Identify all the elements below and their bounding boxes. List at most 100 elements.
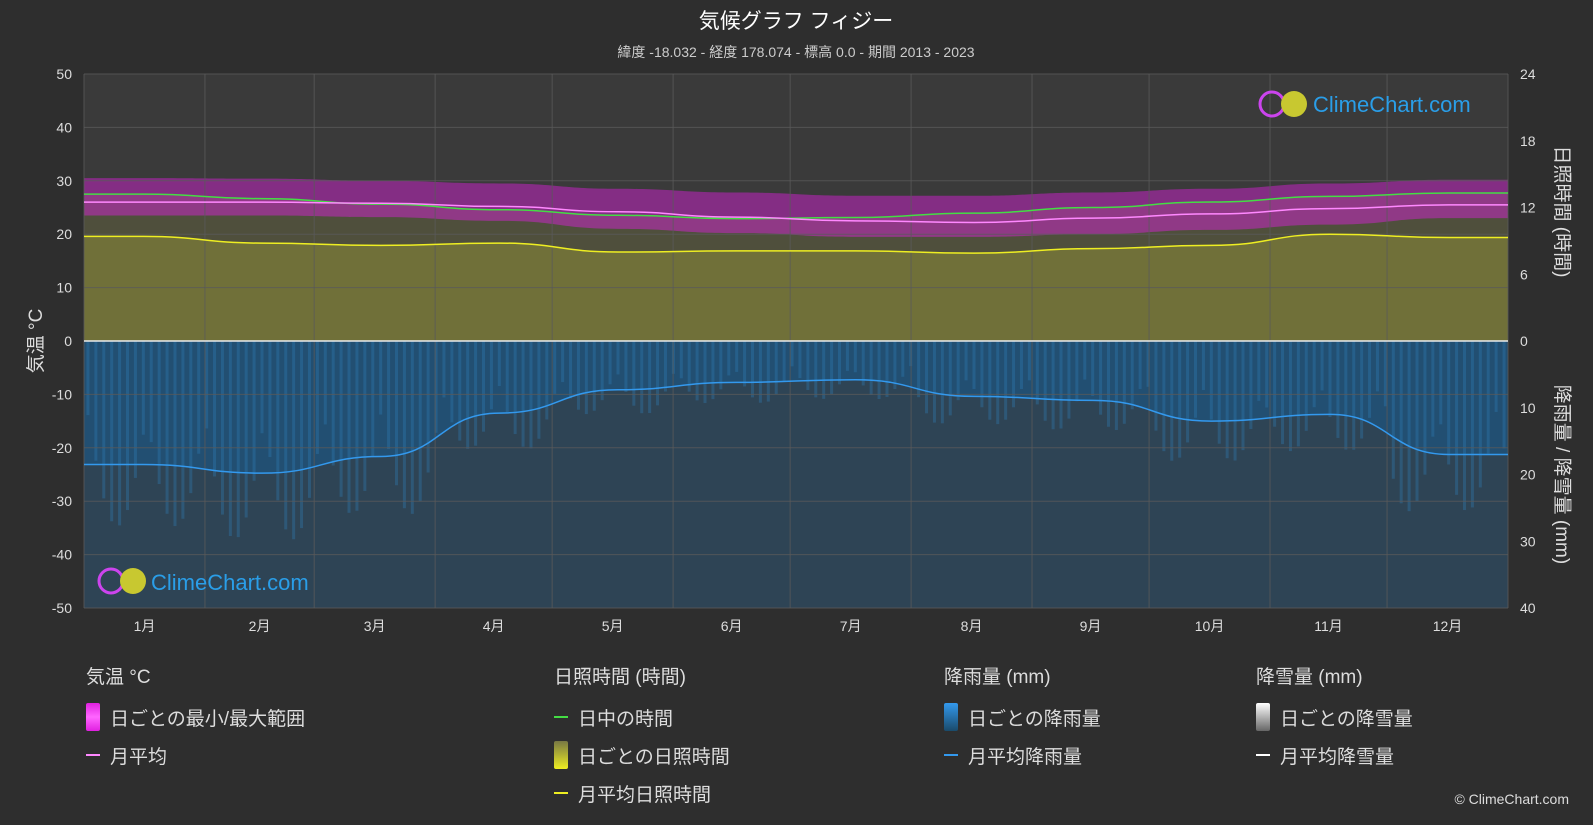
watermark-bottom: ClimeChart.com	[97, 567, 309, 595]
rain-daily-bar	[110, 341, 114, 522]
y-tick-label: -40	[52, 547, 72, 563]
legend-item: 日ごとの降雨量	[944, 698, 1101, 736]
temp-avg-line	[84, 201, 1508, 224]
rain-daily-bar	[561, 341, 565, 383]
rain-daily-bar	[1415, 341, 1419, 502]
y-tick-label: 0	[64, 333, 72, 349]
y2-tick-label: 18	[1520, 133, 1536, 149]
y-tick-label: -20	[52, 440, 72, 456]
legend-item: 日中の時間	[554, 698, 730, 736]
rain-daily-bar	[869, 341, 873, 395]
rain-daily-bar	[663, 341, 667, 392]
rain-avg-line	[84, 378, 1508, 474]
rain-daily-bar	[260, 341, 264, 434]
x-tick-label: 9月	[1080, 618, 1102, 634]
sunshine-avg-line	[84, 233, 1508, 254]
rain-daily-bar	[608, 341, 612, 385]
temp-range-swatch-icon	[86, 703, 100, 731]
rain-daily-bar	[838, 341, 842, 385]
rain-daily-bar	[1494, 341, 1498, 412]
legend-item: 月平均	[86, 736, 305, 774]
rain-daily-bar	[307, 341, 311, 498]
rain-daily-bar	[505, 341, 509, 413]
rain-daily-bar	[1201, 341, 1205, 391]
rain-daily-bar	[118, 341, 122, 526]
legend-rain: 降雨量 (mm) 日ごとの降雨量 月平均降雨量	[944, 662, 1101, 774]
rain-daily-bar	[268, 341, 272, 458]
rain-daily-bar	[1012, 341, 1016, 408]
x-tick-label: 3月	[364, 618, 386, 634]
rain-daily-bar	[387, 341, 391, 450]
legend-title: 気温 °C	[86, 667, 151, 688]
rain-daily-bar	[600, 341, 604, 401]
rain-daily-bar	[1462, 341, 1466, 511]
y3-axis-label: 降雨量 / 降雪量 (mm)	[1551, 385, 1573, 564]
rain-daily-bar	[656, 341, 660, 406]
rain-daily-bar	[1249, 341, 1253, 430]
rain-daily-bar	[766, 341, 770, 402]
y-tick-label: 50	[56, 66, 72, 82]
rain-daily-bar	[972, 341, 976, 389]
x-tick-label: 4月	[483, 618, 505, 634]
x-tick-label: 10月	[1195, 618, 1225, 634]
rain-daily-bar	[1312, 341, 1316, 408]
x-tick-label: 11月	[1314, 618, 1343, 634]
rain-daily-bar	[1407, 341, 1411, 512]
rain-daily-bar	[1439, 341, 1443, 425]
rain-daily-bar	[1447, 341, 1451, 465]
rain-daily-bar	[482, 341, 486, 432]
rain-daily-bar	[1162, 341, 1166, 452]
legend-label: 日中の時間	[578, 708, 674, 730]
logo-sun-icon	[1281, 91, 1307, 117]
rain-daily-bar	[782, 341, 786, 382]
y-tick-label: -50	[52, 600, 72, 616]
y-tick-label: -10	[52, 386, 72, 402]
rain-daily-bar	[1281, 341, 1285, 445]
rain-daily-bar	[917, 341, 921, 398]
y-tick-label: 10	[56, 280, 72, 296]
rain-daily-bar	[86, 341, 90, 416]
rain-daily-bar	[189, 341, 193, 494]
rain-daily-bar	[861, 341, 865, 386]
rain-daily-bar	[1083, 341, 1087, 380]
rain-daily-bar	[197, 341, 201, 454]
legend-item: 月平均降雪量	[1256, 736, 1413, 774]
rain-daily-bar	[1225, 341, 1229, 459]
rain-daily-bar	[648, 341, 652, 414]
legend-snow: 降雪量 (mm) 日ごとの降雪量 月平均降雪量	[1256, 662, 1413, 774]
rain-daily-bar	[355, 341, 359, 511]
rain-daily-bar	[1209, 341, 1213, 420]
legend-label: 月平均	[110, 746, 168, 768]
watermark-top: ClimeChart.com	[1258, 90, 1471, 118]
rain-daily-bar	[458, 341, 462, 441]
x-tick-label: 2月	[249, 618, 271, 634]
rain-daily-bar	[165, 341, 169, 514]
rain-daily-bar	[885, 341, 889, 397]
rain-daily-bar	[845, 341, 849, 371]
rain-daily-bar	[679, 341, 683, 379]
rain-daily-bar	[940, 341, 944, 424]
rain-daily-bar	[711, 341, 715, 400]
rain-daily-bar	[173, 341, 177, 527]
rain-daily-bar	[126, 341, 130, 511]
rain-daily-bar	[1067, 341, 1071, 419]
rain-daily-bar	[466, 341, 470, 449]
rain-daily-bar	[925, 341, 929, 414]
rain-daily-bar	[1288, 341, 1292, 452]
rain-daily-bar	[402, 341, 406, 509]
rain-daily-bar	[1478, 341, 1482, 488]
snow-avg-line-icon	[1256, 754, 1270, 756]
watermark-text: ClimeChart.com	[1313, 92, 1471, 117]
rain-daily-bar	[284, 341, 288, 530]
legend-item: 日ごとの日照時間	[554, 736, 730, 774]
legend-title: 降雪量 (mm)	[1256, 667, 1363, 688]
rain-daily-bar	[102, 341, 106, 499]
rain-avg-line-icon	[944, 754, 958, 756]
rain-daily-bar	[1186, 341, 1190, 443]
rain-daily-bar	[379, 341, 383, 415]
rain-daily-bar	[252, 341, 256, 481]
rain-daily-bar	[1091, 341, 1095, 396]
rain-daily-bar	[1122, 341, 1126, 424]
rain-daily-bar	[418, 341, 422, 502]
rain-daily-bar	[1391, 341, 1395, 479]
